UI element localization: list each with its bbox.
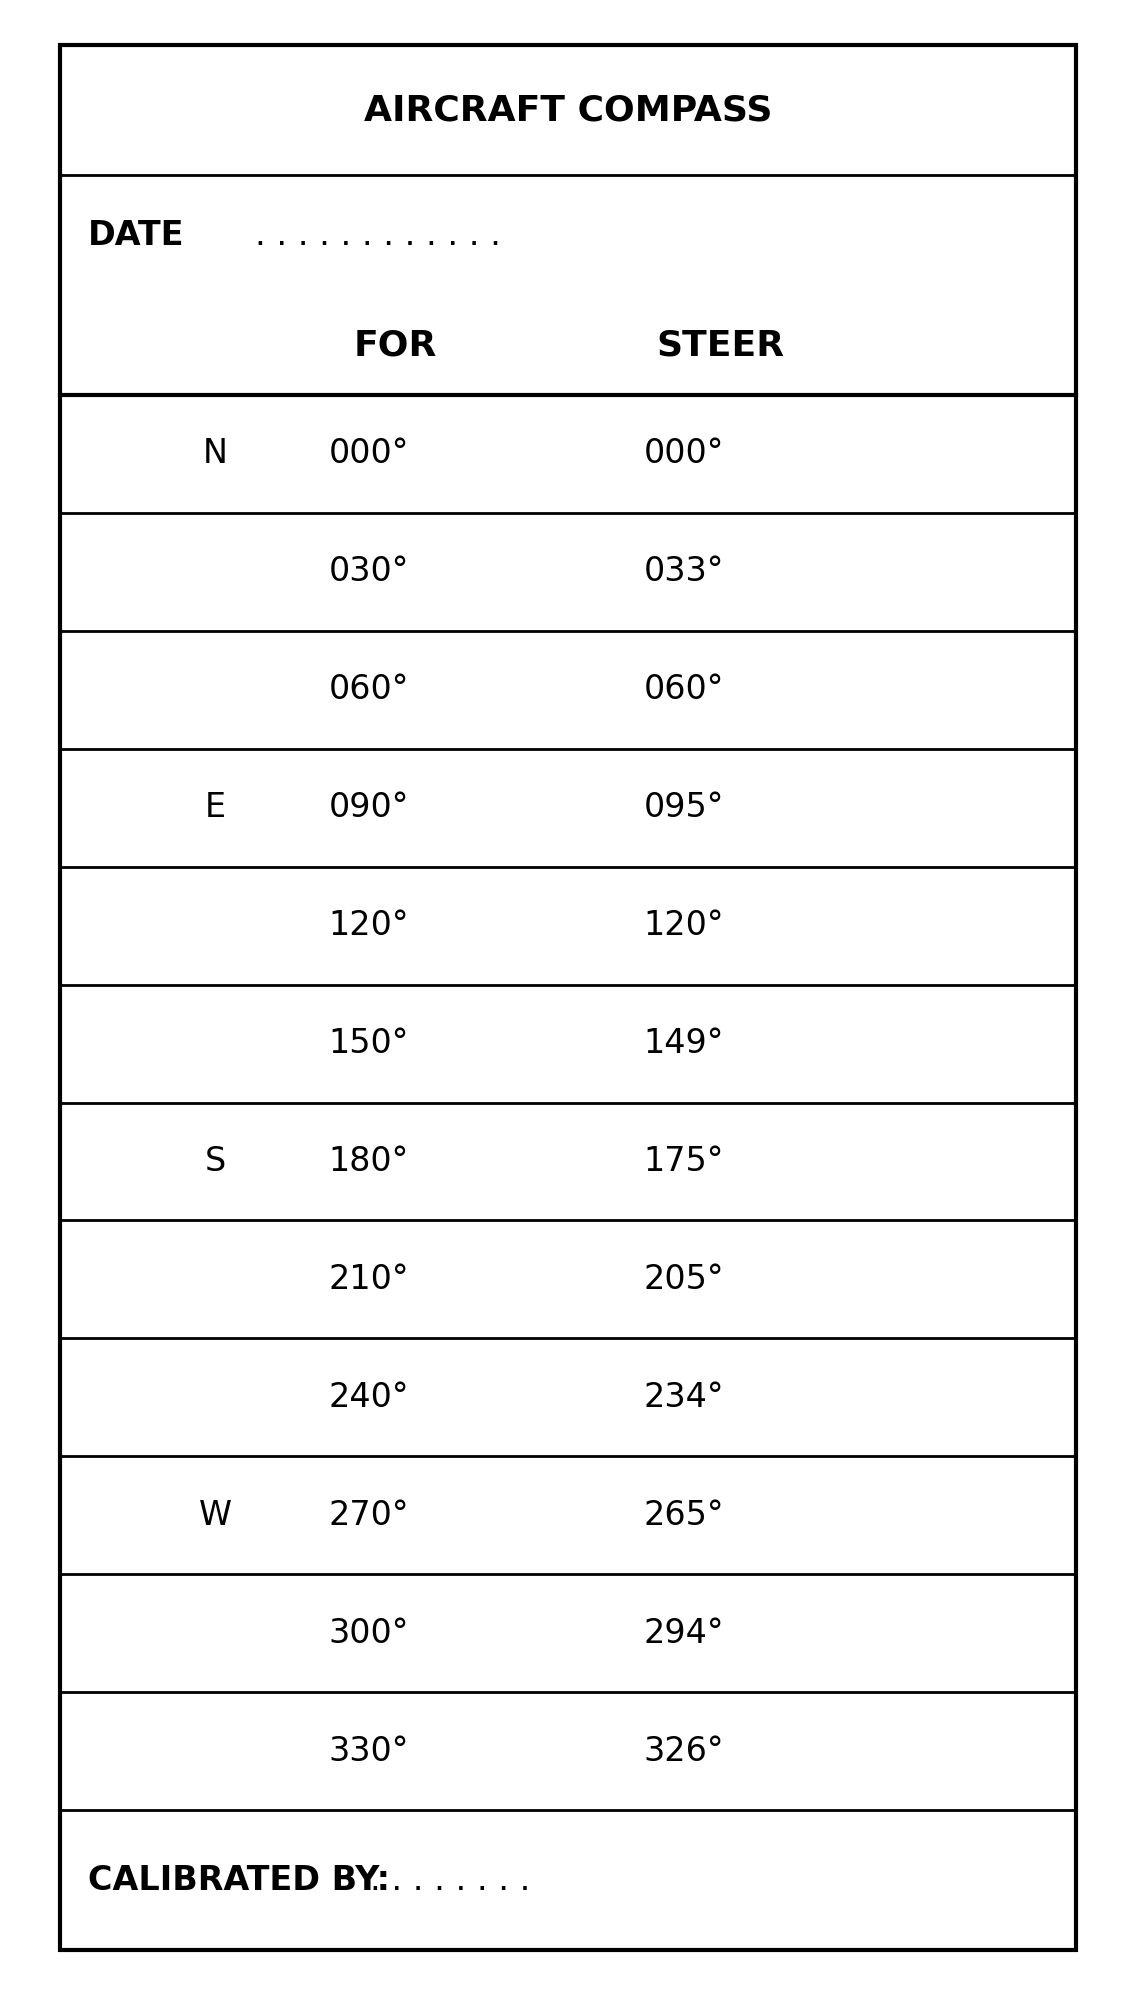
Text: . . . . . . . .: . . . . . . . . (370, 1863, 531, 1897)
Text: 300°: 300° (328, 1616, 409, 1650)
Text: 234°: 234° (644, 1381, 725, 1414)
Text: 060°: 060° (644, 674, 724, 706)
Text: 175°: 175° (644, 1145, 724, 1179)
Text: 205°: 205° (644, 1263, 725, 1295)
Text: 210°: 210° (328, 1263, 409, 1295)
Text: 090°: 090° (328, 792, 409, 824)
Text: S: S (204, 1145, 226, 1179)
Text: AIRCRAFT COMPASS: AIRCRAFT COMPASS (364, 92, 772, 126)
Text: 060°: 060° (328, 674, 409, 706)
Text: 330°: 330° (328, 1734, 409, 1768)
Text: E: E (204, 792, 226, 824)
Text: 326°: 326° (644, 1734, 725, 1768)
Text: 033°: 033° (644, 555, 724, 587)
Text: 120°: 120° (644, 908, 725, 942)
Text: 180°: 180° (329, 1145, 409, 1179)
Text: 240°: 240° (328, 1381, 409, 1414)
Text: 000°: 000° (644, 437, 724, 471)
Text: 030°: 030° (328, 555, 409, 587)
Text: CALIBRATED BY:: CALIBRATED BY: (87, 1863, 390, 1897)
Text: 000°: 000° (328, 437, 409, 471)
Text: 270°: 270° (328, 1498, 409, 1532)
Text: FOR: FOR (353, 329, 436, 363)
Text: 265°: 265° (644, 1498, 725, 1532)
Text: W: W (199, 1498, 232, 1532)
Text: 149°: 149° (644, 1027, 724, 1061)
Bar (60, 44, 1076, 1951)
Text: STEER: STEER (655, 329, 784, 363)
Text: 150°: 150° (328, 1027, 409, 1061)
Text: 120°: 120° (328, 908, 409, 942)
Text: DATE: DATE (87, 219, 184, 251)
Text: 294°: 294° (644, 1616, 725, 1650)
Text: N: N (202, 437, 227, 471)
Text: 095°: 095° (644, 792, 724, 824)
Text: . . . . . . . . . . . .: . . . . . . . . . . . . (254, 219, 501, 251)
